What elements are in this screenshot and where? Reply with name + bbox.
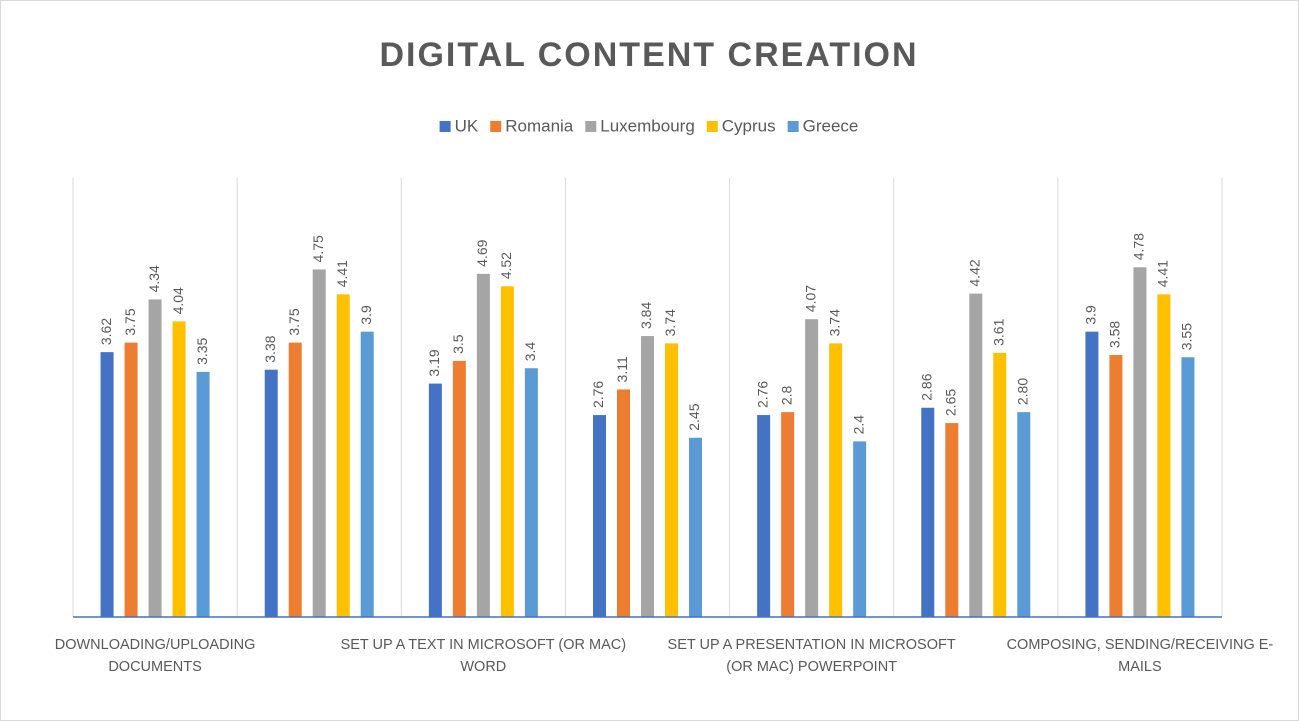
data-label: 4.41 <box>1155 260 1171 287</box>
legend-swatch <box>585 121 597 132</box>
data-label: 4.69 <box>474 239 490 266</box>
bar <box>993 352 1007 617</box>
bar <box>312 269 326 617</box>
x-tick-label: SET UP A TEXT IN MICROSOFT (OR MAC) WORD <box>340 637 627 675</box>
legend-label: Luxembourg <box>600 116 695 135</box>
data-label: 2.80 <box>1014 378 1030 405</box>
bar <box>196 371 210 617</box>
data-label: 3.62 <box>98 318 114 345</box>
data-label: 2.8 <box>778 385 794 405</box>
data-label: 3.9 <box>1083 305 1099 325</box>
data-label: 4.07 <box>802 285 818 312</box>
data-label: 3.19 <box>426 349 442 376</box>
data-label: 3.74 <box>662 309 678 336</box>
data-label: 3.38 <box>262 335 278 362</box>
data-label: 3.5 <box>450 334 466 354</box>
bar <box>288 342 302 617</box>
data-label: 2.45 <box>686 403 702 430</box>
bar <box>945 423 959 617</box>
bar <box>1157 294 1171 617</box>
bar <box>360 331 374 617</box>
data-label: 2.4 <box>850 415 866 435</box>
bar <box>665 343 678 617</box>
chart-title: DIGITAL CONTENT CREATION <box>379 36 918 74</box>
bar <box>757 415 771 617</box>
data-label: 3.74 <box>826 309 842 336</box>
legend-label: Cyprus <box>722 116 776 135</box>
bar <box>148 299 162 617</box>
bar <box>1085 331 1099 617</box>
data-label: 3.58 <box>1107 321 1123 348</box>
data-label: 2.76 <box>590 381 606 408</box>
bar <box>805 319 819 617</box>
data-label: 2.76 <box>754 381 770 408</box>
bar <box>921 407 935 617</box>
bar <box>853 441 867 617</box>
bar <box>264 369 278 617</box>
legend-label: UK <box>455 116 479 135</box>
data-label: 4.78 <box>1131 233 1147 260</box>
bar <box>1109 355 1123 617</box>
bar <box>524 368 538 617</box>
data-label: 3.11 <box>614 356 630 382</box>
bar <box>336 294 350 617</box>
data-label: 4.42 <box>966 259 982 286</box>
legend-label: Greece <box>803 116 859 135</box>
data-label: 3.4 <box>522 342 538 362</box>
data-label: 4.41 <box>334 260 350 287</box>
bar <box>428 383 442 617</box>
bar <box>969 293 983 617</box>
bar <box>476 273 490 617</box>
bar <box>641 336 654 617</box>
bar <box>829 343 843 617</box>
x-tick-label: SET UP A PRESENTATION IN MICROSOFT (OR M… <box>667 637 956 675</box>
bar <box>689 437 702 617</box>
bar <box>100 352 114 617</box>
data-label: 3.75 <box>286 308 302 335</box>
legend-swatch <box>787 121 799 132</box>
bar <box>781 412 795 617</box>
x-tick-label: COMPOSING, SENDING/RECEIVING E-MAILS <box>1006 637 1274 675</box>
data-label: 3.61 <box>990 318 1006 345</box>
bar <box>1181 357 1195 617</box>
data-label: 2.65 <box>942 389 958 416</box>
bar <box>500 286 514 617</box>
legend-swatch <box>706 121 718 132</box>
bar <box>172 321 186 617</box>
bar <box>1133 267 1147 617</box>
legend-swatch <box>490 121 502 132</box>
data-label: 3.9 <box>358 305 374 325</box>
data-label: 3.75 <box>122 308 138 335</box>
data-label: 4.75 <box>310 235 326 262</box>
legend-swatch <box>439 121 451 132</box>
legend-label: Romania <box>505 116 574 135</box>
data-label: 3.84 <box>638 302 654 329</box>
bar <box>593 415 606 617</box>
data-label: 3.35 <box>194 337 210 364</box>
bar <box>452 360 466 617</box>
bar <box>617 389 630 617</box>
data-label: 2.86 <box>918 373 934 400</box>
bar <box>1017 412 1031 617</box>
data-label: 4.34 <box>146 265 162 292</box>
data-label: 4.52 <box>498 252 514 279</box>
data-label: 4.04 <box>170 287 186 314</box>
bar <box>124 342 138 617</box>
data-label: 3.55 <box>1179 323 1195 350</box>
x-tick-label: DOWNLOADING/UPLOADING DOCUMENTS <box>54 637 256 675</box>
